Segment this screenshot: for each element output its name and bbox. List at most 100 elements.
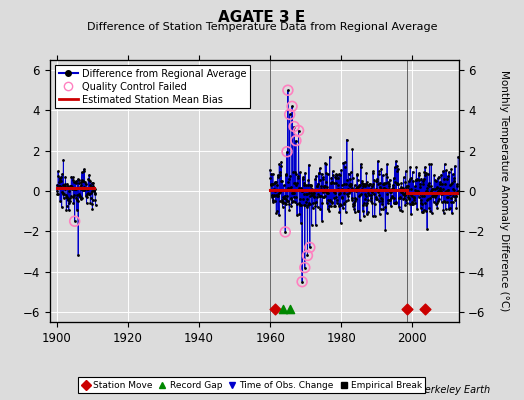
Point	[286, 111, 294, 118]
Point	[284, 184, 292, 191]
Point	[59, 182, 67, 188]
Point	[274, 193, 282, 200]
Point	[350, 206, 358, 212]
Point	[362, 192, 370, 199]
Point	[435, 179, 444, 185]
Point	[70, 192, 79, 198]
Point	[291, 180, 300, 186]
Point	[379, 181, 387, 188]
Point	[269, 181, 277, 188]
Point	[348, 196, 356, 203]
Point	[331, 203, 339, 209]
Point	[388, 186, 396, 192]
Point	[388, 186, 397, 192]
Point	[409, 178, 418, 184]
Point	[340, 190, 348, 197]
Text: AGATE 3 E: AGATE 3 E	[219, 10, 305, 25]
Point	[405, 178, 413, 184]
Point	[354, 208, 362, 214]
Point	[59, 156, 68, 163]
Point	[300, 179, 309, 186]
Point	[322, 190, 331, 196]
Point	[292, 194, 300, 200]
Point	[60, 183, 69, 190]
Point	[399, 191, 407, 197]
Point	[380, 185, 389, 191]
Point	[358, 186, 366, 192]
Point	[347, 185, 356, 192]
Point	[424, 181, 432, 188]
Point	[363, 211, 371, 217]
Point	[378, 197, 387, 204]
Point	[86, 177, 94, 184]
Point	[336, 220, 345, 226]
Point	[319, 176, 328, 182]
Point	[340, 200, 348, 206]
Point	[268, 181, 276, 188]
Point	[350, 202, 358, 209]
Point	[418, 209, 426, 215]
Point	[337, 186, 346, 192]
Point	[364, 197, 373, 203]
Point	[415, 170, 423, 176]
Point	[329, 168, 337, 174]
Point	[398, 185, 407, 191]
Point	[53, 182, 61, 188]
Point	[302, 199, 310, 206]
Point	[278, 178, 286, 185]
Point	[277, 163, 285, 169]
Point	[370, 212, 379, 219]
Point	[273, 193, 281, 199]
Point	[318, 170, 326, 177]
Point	[57, 178, 66, 184]
Point	[277, 178, 285, 184]
Point	[432, 184, 441, 190]
Point	[435, 196, 443, 202]
Point	[400, 195, 409, 201]
Point	[311, 203, 320, 209]
Point	[339, 159, 347, 166]
Point	[354, 184, 363, 190]
Point	[313, 183, 321, 190]
Point	[380, 181, 388, 187]
Point	[293, 174, 302, 181]
Point	[278, 204, 287, 210]
Point	[395, 195, 403, 201]
Point	[60, 185, 69, 191]
Point	[344, 186, 352, 192]
Point	[369, 168, 377, 174]
Point	[412, 164, 421, 170]
Point	[343, 191, 351, 198]
Point	[320, 184, 328, 190]
Point	[54, 168, 62, 174]
Point	[276, 189, 285, 196]
Point	[275, 212, 283, 218]
Point	[344, 192, 352, 199]
Point	[376, 184, 385, 190]
Point	[278, 197, 286, 203]
Point	[436, 185, 445, 192]
Point	[266, 166, 275, 173]
Point	[340, 200, 348, 207]
Point	[425, 161, 434, 168]
Point	[386, 197, 395, 204]
Point	[439, 207, 447, 214]
Point	[398, 196, 407, 202]
Point	[315, 165, 324, 171]
Point	[281, 172, 290, 178]
Point	[406, 176, 414, 182]
Point	[419, 209, 427, 215]
Point	[294, 127, 303, 134]
Point	[409, 200, 418, 206]
Point	[288, 198, 297, 204]
Point	[441, 199, 449, 205]
Point	[286, 111, 294, 118]
Point	[368, 213, 377, 220]
Point	[353, 171, 362, 177]
Point	[425, 204, 433, 211]
Point	[431, 176, 439, 183]
Point	[296, 202, 304, 208]
Point	[288, 103, 296, 110]
Point	[361, 196, 369, 202]
Point	[83, 191, 91, 197]
